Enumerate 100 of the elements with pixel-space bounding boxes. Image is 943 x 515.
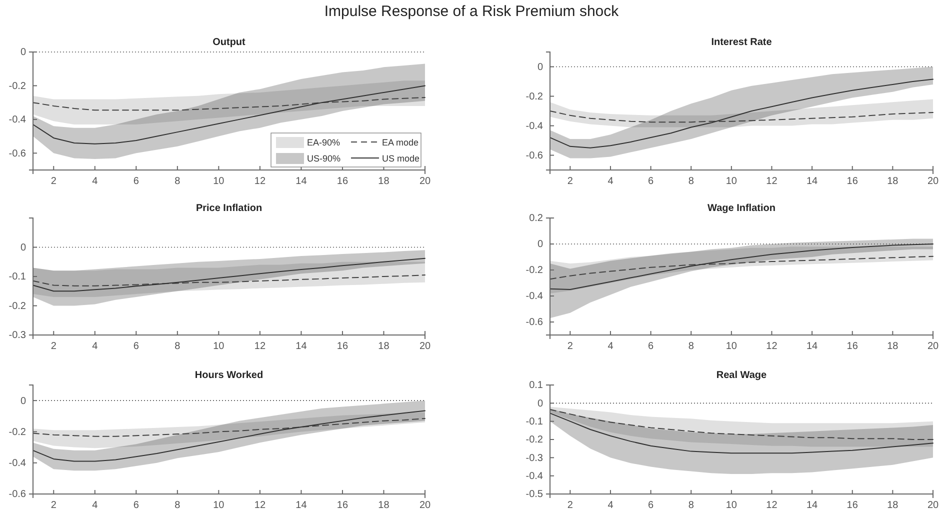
y-tick-label: -0.4 [526,471,544,482]
text: Impulse Response of a Risk Premium shock [324,3,620,20]
x-tick-label: 20 [419,500,431,512]
x-tick-label: 14 [806,341,818,352]
x-tick-label: 10 [726,341,738,352]
legend-label: EA mode [382,138,419,148]
chart-title: Hours Worked [194,370,264,381]
y-tick-label: -0.2 [8,80,26,92]
line-series [550,110,934,123]
x-tick-label: 16 [846,176,858,188]
y-tick-label: -0.3 [526,452,544,464]
y-tick-label: -0.6 [526,317,544,328]
y-tick-label: -0.2 [526,265,544,276]
y-tick-label: -0.6 [8,489,26,500]
y-tick-label: -0.1 [526,416,544,428]
x-tick-label: 12 [766,341,778,352]
x-tick-label: 6 [648,341,654,352]
x-tick-label: 12 [766,176,778,188]
y-tick-label: -0.2 [526,91,544,102]
x-tick-label: 20 [927,500,939,512]
x-tick-label: 14 [806,500,818,512]
y-tick-label: 0 [537,239,544,250]
line-series [550,256,934,280]
annotation: US-90% [307,154,341,164]
y-tick-label: 0 [20,47,26,58]
x-tick-label: 6 [648,176,654,188]
x-tick-label: 2 [50,500,57,512]
y-tick-label: 0 [20,242,26,254]
chart-title: Price Inflation [196,203,262,214]
x-tick-label: 4 [608,341,614,352]
y-tick-label: 0.1 [529,380,544,392]
x-tick-label: 16 [336,500,348,512]
line-series [32,274,426,286]
x-tick-label: 20 [419,341,431,352]
x-tick-label: 12 [254,176,266,188]
x-tick-label: 14 [296,500,308,512]
x-tick-label: 14 [296,176,308,188]
x-tick-label: 10 [213,341,225,352]
y-tick-label: -0.2 [8,426,26,438]
y-tick-label: -0.6 [8,148,26,160]
line-series [32,258,426,292]
x-tick-label: 4 [92,176,98,188]
y-tick-label: -0.6 [526,150,544,162]
y-tick-label: -0.1 [8,272,26,283]
line-series [32,410,426,462]
line-series [32,418,426,437]
x-tick-label: 10 [213,176,225,188]
x-tick-label: 6 [648,500,654,512]
x-tick-label: 6 [133,341,140,352]
x-tick-label: 20 [927,176,939,188]
line-series [550,409,934,440]
line-series [550,412,934,454]
x-tick-label: 8 [174,500,181,512]
x-tick-label: 16 [336,176,348,188]
x-tick-label: 20 [927,341,939,352]
x-tick-label: 2 [567,341,574,352]
x-tick-label: 12 [254,500,266,512]
x-tick-label: 4 [92,500,98,512]
x-tick-label: 18 [887,500,899,512]
y-tick-label: 0 [537,62,544,73]
chart-title: Real Wage [716,370,768,381]
x-tick-label: 14 [296,341,308,352]
x-tick-label: 16 [846,341,858,352]
chart-title: Output [212,37,246,48]
x-tick-label: 12 [254,341,266,352]
y-tick-label: -0.4 [8,458,26,470]
y-tick-label: -0.4 [526,291,544,302]
x-tick-label: 16 [846,500,858,512]
x-tick-label: 18 [887,341,899,352]
y-tick-label: -0.4 [526,120,544,132]
x-tick-label: 10 [213,500,225,512]
x-tick-label: 10 [726,176,738,188]
y-tick-label: -0.4 [8,114,26,126]
line-series [32,85,426,144]
line-series [550,78,934,148]
y-tick-label: 0.2 [529,213,544,224]
y-tick-label: -0.2 [8,300,26,312]
x-tick-label: 2 [567,500,574,512]
x-tick-label: 4 [92,341,98,352]
x-tick-label: 8 [688,341,694,352]
annotation: EA-90% [307,138,340,148]
line-series [32,97,426,111]
x-tick-label: 2 [50,341,57,352]
x-tick-label: 8 [174,176,181,188]
x-tick-label: 12 [766,500,778,512]
x-tick-label: 2 [567,176,574,188]
x-tick-label: 4 [608,500,614,512]
x-tick-label: 8 [688,500,694,512]
y-tick-label: -0.5 [526,489,544,500]
chart-title: Wage Inflation [708,203,776,214]
x-tick-label: 10 [726,500,738,512]
y-tick-label: -0.2 [526,434,544,446]
x-tick-label: 18 [378,176,390,188]
chart-title: Interest Rate [711,37,772,48]
x-tick-label: 18 [378,341,390,352]
y-tick-label: 0 [537,398,544,410]
x-tick-label: 8 [174,341,181,352]
x-tick-label: 2 [50,176,57,188]
legend-label: US mode [382,154,420,164]
x-tick-label: 8 [688,176,694,188]
